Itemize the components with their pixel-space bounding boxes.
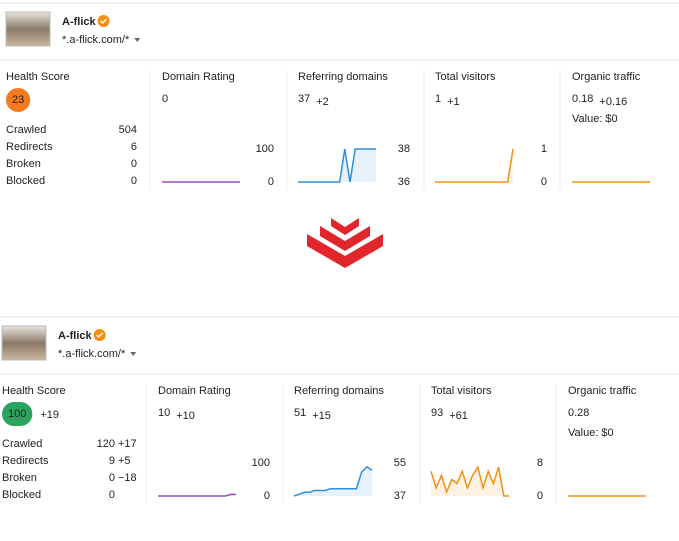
health-change: +19 (40, 409, 59, 421)
sparkline (298, 148, 376, 183)
spark-tick-label: 37 (394, 490, 406, 502)
metric-label: Health Score (2, 385, 66, 397)
crawl-label: Crawled (6, 124, 46, 136)
crawl-value: 504 (119, 124, 137, 136)
metric-value: 1 (435, 93, 441, 105)
verified-check (96, 332, 104, 339)
spark-tick-label: 100 (256, 143, 274, 155)
site-url: *.a-flick.com/* (58, 348, 126, 360)
metric-label: Referring domains (298, 71, 388, 83)
crawl-change: +17 (118, 438, 137, 450)
metric-change: +10 (176, 410, 195, 422)
site-thumbnail (5, 11, 51, 47)
sparkline (430, 465, 509, 497)
site-url: *.a-flick.com/* (62, 34, 130, 46)
sparkline (158, 493, 236, 497)
crawl-value: 0 (131, 158, 137, 170)
url-dropdown[interactable] (130, 352, 137, 356)
metric-label: Domain Rating (158, 385, 231, 397)
spark-tick-label: 36 (398, 176, 410, 188)
arrow (307, 218, 383, 268)
crawl-label: Redirects (2, 455, 49, 467)
spark-tick-label: 0 (268, 176, 274, 188)
health-score: 23 (12, 94, 24, 106)
spark-tick-label: 0 (541, 176, 547, 188)
spark-area (431, 467, 509, 496)
metric-change: +0.16 (599, 96, 627, 108)
site-name: A-flick (58, 330, 93, 342)
metric-label: Organic traffic (568, 385, 637, 397)
metric-value: 37 (298, 93, 310, 105)
crawl-change: +5 (118, 455, 131, 467)
crawl-value: 120 (97, 438, 115, 450)
spark-tick-label: 8 (537, 457, 543, 469)
site-name: A-flick (62, 16, 97, 28)
metric-change: +15 (312, 410, 331, 422)
metric-change: +2 (316, 96, 329, 108)
url-dropdown[interactable] (134, 38, 141, 42)
spark-tick-label: 100 (252, 457, 270, 469)
crawl-label: Blocked (2, 489, 41, 501)
metric-subvalue: Value: $0 (568, 427, 614, 439)
spark-tick-label: 55 (394, 457, 406, 469)
verified-check (100, 18, 108, 25)
crawl-label: Broken (6, 158, 41, 170)
crawl-value: 9 (109, 455, 115, 467)
site-thumbnail (1, 325, 47, 361)
metric-value: 93 (431, 407, 443, 419)
crawl-label: Blocked (6, 175, 45, 187)
crawl-value: 0 (131, 175, 137, 187)
health-score: 100 (8, 408, 26, 420)
crawl-change: −18 (118, 472, 137, 484)
metric-value: 10 (158, 407, 170, 419)
metric-value: 0.18 (572, 93, 593, 105)
metric-label: Health Score (6, 71, 70, 83)
spark-tick-label: 38 (398, 143, 410, 155)
metric-value: 0.28 (568, 407, 589, 419)
spark-tick-label: 0 (264, 490, 270, 502)
crawl-label: Crawled (2, 438, 42, 450)
health-badge (2, 402, 33, 426)
crawl-value: 0 (109, 472, 115, 484)
crawl-label: Broken (2, 472, 37, 484)
metric-value: 51 (294, 407, 306, 419)
sparkline (293, 465, 373, 497)
metric-label: Organic traffic (572, 71, 641, 83)
metric-label: Domain Rating (162, 71, 235, 83)
spark-tick-label: 1 (541, 143, 547, 155)
metric-value: 0 (162, 93, 168, 105)
metric-label: Total visitors (431, 385, 492, 397)
sparkline (435, 148, 514, 183)
metric-label: Total visitors (435, 71, 496, 83)
metric-subvalue: Value: $0 (572, 113, 618, 125)
health-badge (6, 88, 31, 112)
crawl-value: 6 (131, 141, 137, 153)
metric-change: +1 (447, 96, 460, 108)
crawl-value: 0 (109, 489, 115, 501)
spark-area (298, 149, 376, 182)
crawl-label: Redirects (6, 141, 53, 153)
metric-label: Referring domains (294, 385, 384, 397)
spark-tick-label: 0 (537, 490, 543, 502)
spark-area (435, 149, 513, 182)
metric-change: +61 (449, 410, 468, 422)
